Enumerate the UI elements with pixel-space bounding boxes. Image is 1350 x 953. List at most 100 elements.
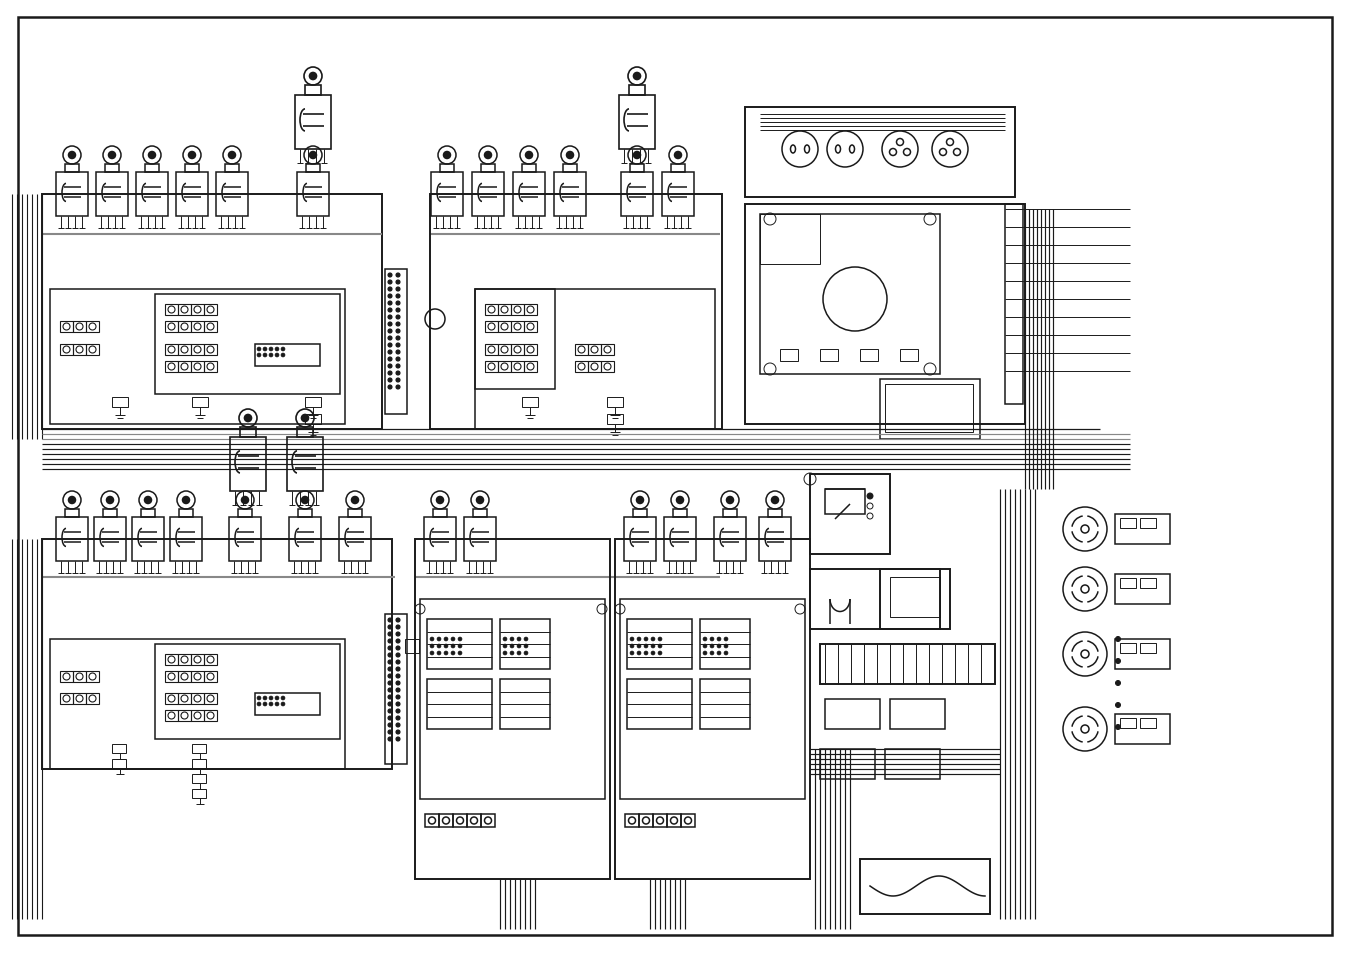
Circle shape bbox=[633, 73, 640, 80]
Bar bbox=[485, 345, 498, 355]
Bar bbox=[190, 671, 204, 682]
Circle shape bbox=[387, 281, 392, 285]
Circle shape bbox=[396, 365, 400, 369]
Circle shape bbox=[444, 152, 451, 159]
Bar bbox=[105, 165, 119, 172]
Bar bbox=[180, 510, 193, 517]
Bar bbox=[575, 361, 589, 373]
Circle shape bbox=[517, 638, 521, 641]
Bar bbox=[55, 172, 88, 216]
Bar bbox=[760, 214, 940, 375]
Circle shape bbox=[396, 675, 400, 679]
Circle shape bbox=[396, 738, 400, 741]
Bar bbox=[103, 510, 117, 517]
Circle shape bbox=[275, 348, 279, 352]
Circle shape bbox=[69, 497, 76, 504]
Bar bbox=[1004, 205, 1023, 405]
Bar bbox=[59, 322, 73, 333]
Bar bbox=[178, 671, 190, 682]
Bar bbox=[1115, 515, 1170, 544]
Bar bbox=[385, 615, 406, 764]
Bar bbox=[112, 744, 126, 753]
Bar bbox=[601, 361, 614, 373]
Circle shape bbox=[387, 344, 392, 348]
Circle shape bbox=[396, 336, 400, 340]
Circle shape bbox=[301, 497, 309, 504]
Circle shape bbox=[387, 365, 392, 369]
Circle shape bbox=[108, 152, 116, 159]
Circle shape bbox=[431, 652, 433, 655]
Bar bbox=[620, 96, 655, 150]
Bar bbox=[414, 539, 610, 879]
Bar bbox=[305, 397, 321, 408]
Circle shape bbox=[396, 351, 400, 355]
Bar bbox=[190, 345, 204, 355]
Bar bbox=[50, 639, 346, 769]
Circle shape bbox=[675, 152, 682, 159]
Bar bbox=[498, 305, 512, 315]
Circle shape bbox=[387, 639, 392, 643]
Bar bbox=[165, 693, 178, 704]
Bar bbox=[475, 290, 555, 390]
Bar bbox=[192, 760, 207, 768]
Circle shape bbox=[524, 638, 528, 641]
Bar bbox=[608, 397, 622, 408]
Bar bbox=[405, 639, 418, 654]
Circle shape bbox=[396, 378, 400, 382]
Circle shape bbox=[659, 644, 662, 648]
Circle shape bbox=[258, 702, 261, 706]
Circle shape bbox=[387, 702, 392, 706]
Circle shape bbox=[396, 294, 400, 298]
Circle shape bbox=[396, 660, 400, 664]
Bar bbox=[65, 510, 80, 517]
Bar bbox=[680, 814, 695, 827]
Circle shape bbox=[724, 652, 728, 655]
Bar bbox=[190, 361, 204, 373]
Circle shape bbox=[504, 638, 506, 641]
Bar bbox=[589, 361, 601, 373]
Bar bbox=[204, 671, 217, 682]
Circle shape bbox=[387, 372, 392, 375]
Circle shape bbox=[387, 723, 392, 727]
Circle shape bbox=[275, 354, 279, 357]
Circle shape bbox=[228, 152, 235, 159]
Bar bbox=[810, 569, 940, 629]
Circle shape bbox=[524, 644, 528, 648]
Circle shape bbox=[437, 652, 441, 655]
Circle shape bbox=[69, 152, 76, 159]
Bar bbox=[524, 322, 537, 333]
Bar bbox=[724, 510, 737, 517]
Circle shape bbox=[387, 660, 392, 664]
Bar bbox=[467, 814, 481, 827]
Bar bbox=[653, 814, 667, 827]
Circle shape bbox=[269, 354, 273, 357]
Circle shape bbox=[504, 652, 506, 655]
Bar bbox=[190, 710, 204, 721]
Bar bbox=[825, 700, 880, 729]
Bar bbox=[50, 290, 346, 424]
Bar bbox=[73, 671, 86, 682]
Bar bbox=[178, 305, 190, 315]
Bar bbox=[639, 814, 653, 827]
Circle shape bbox=[637, 638, 641, 641]
Circle shape bbox=[717, 644, 721, 648]
Bar bbox=[297, 172, 329, 216]
Bar bbox=[512, 361, 524, 373]
Bar bbox=[626, 679, 693, 729]
Bar bbox=[498, 345, 512, 355]
Bar bbox=[155, 644, 340, 740]
Bar bbox=[204, 710, 217, 721]
Bar bbox=[498, 322, 512, 333]
Circle shape bbox=[263, 702, 267, 706]
Circle shape bbox=[396, 717, 400, 720]
Bar bbox=[204, 693, 217, 704]
Bar bbox=[176, 172, 208, 216]
Circle shape bbox=[269, 702, 273, 706]
Circle shape bbox=[387, 646, 392, 650]
Circle shape bbox=[437, 644, 441, 648]
Circle shape bbox=[396, 330, 400, 334]
Circle shape bbox=[387, 357, 392, 361]
Circle shape bbox=[387, 688, 392, 692]
Circle shape bbox=[387, 730, 392, 734]
Bar bbox=[216, 172, 248, 216]
